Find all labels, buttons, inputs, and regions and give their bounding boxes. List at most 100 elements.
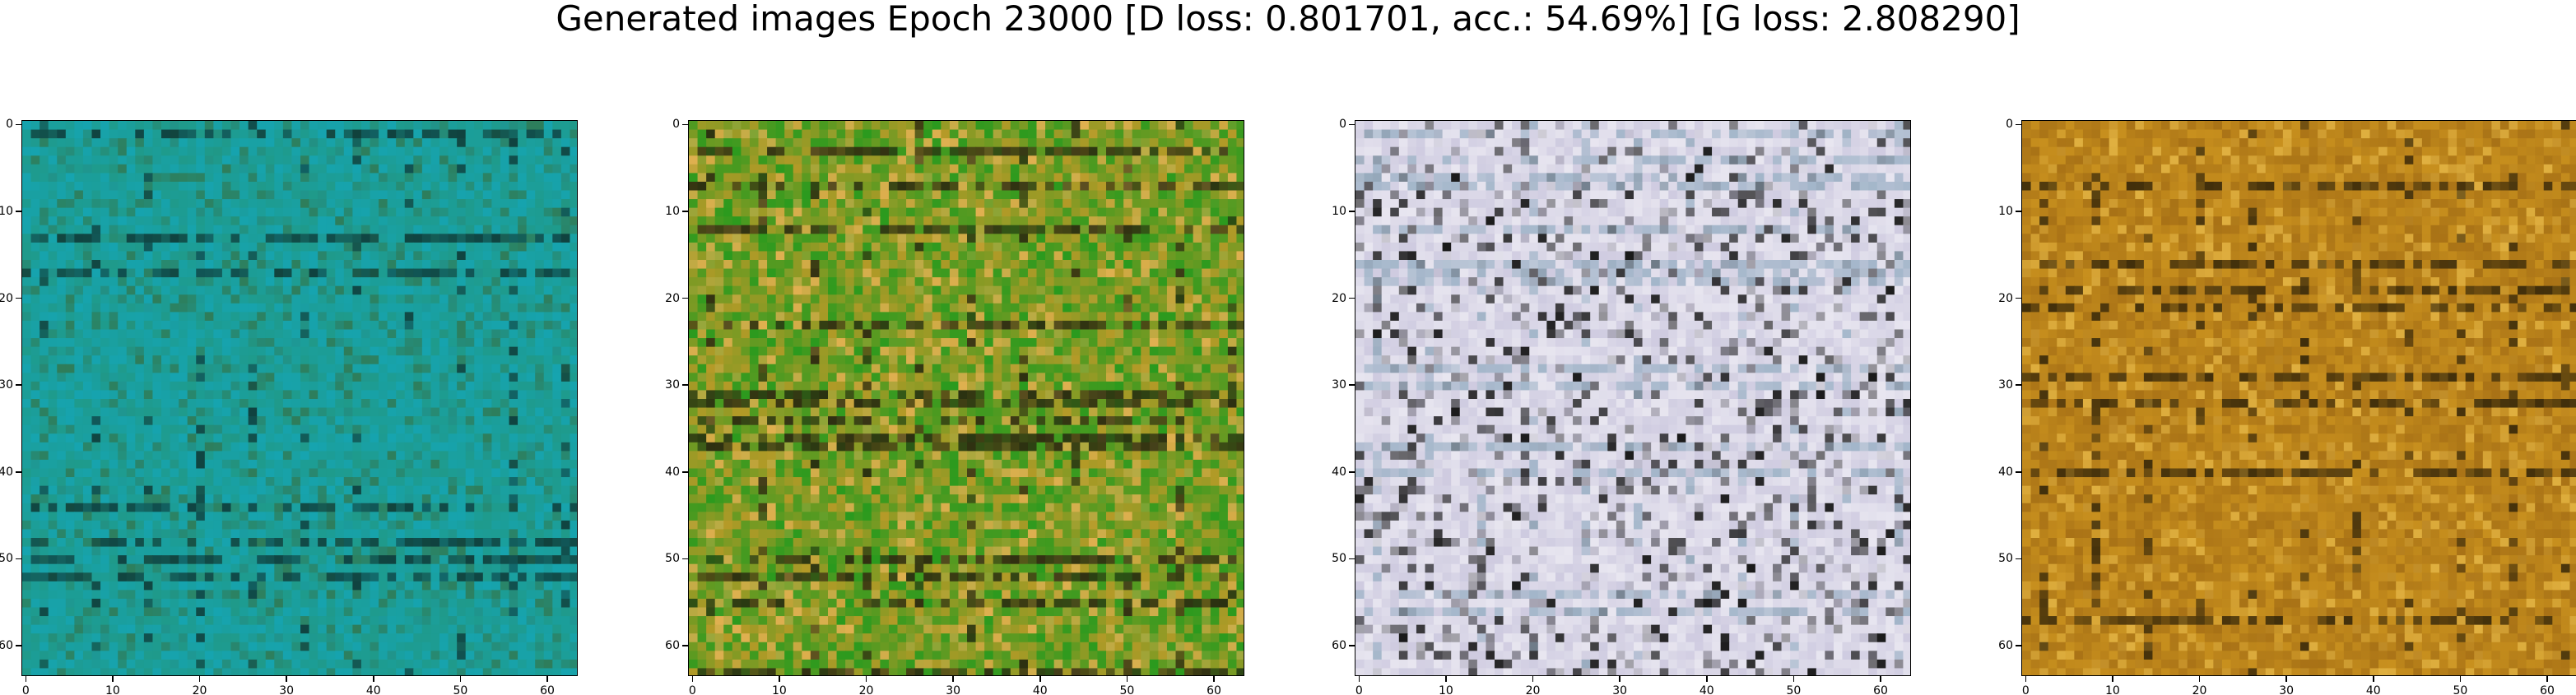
pixel-cell (57, 555, 67, 565)
pixel-cell (871, 155, 881, 165)
pixel-cell (143, 312, 154, 322)
pixel-cell (118, 381, 128, 392)
pixel-cell (526, 624, 536, 634)
pixel-cell (1097, 121, 1107, 131)
pixel-cell (697, 121, 707, 131)
pixel-cell (1088, 146, 1099, 156)
pixel-cell (65, 451, 75, 461)
pixel-cell (379, 546, 388, 556)
pixel-cell (118, 607, 128, 617)
pixel-cell (482, 303, 492, 313)
pixel-cell (1036, 173, 1046, 183)
pixel-cell (152, 494, 162, 504)
pixel-cell (161, 390, 171, 400)
pixel-cell (810, 199, 821, 209)
pixel-cell (100, 451, 110, 461)
pixel-cell (360, 373, 371, 382)
pixel-cell (318, 234, 328, 243)
pixel-cell (239, 624, 249, 634)
pixel-cell (1045, 121, 1055, 131)
pixel-cell (143, 520, 154, 531)
pixel-cell (126, 424, 136, 434)
pixel-cell (118, 468, 128, 478)
pixel-cell (421, 312, 432, 322)
pixel-cell (196, 312, 206, 322)
pixel-cell (274, 164, 284, 174)
pixel-cell (326, 338, 336, 348)
pixel-cell (221, 598, 232, 609)
pixel-cell (413, 433, 423, 443)
pixel-cell (379, 138, 388, 148)
pixel-cell (257, 268, 267, 278)
pixel-cell (170, 277, 179, 287)
pixel-cell (57, 216, 67, 226)
pixel-cell (1071, 199, 1081, 209)
pixel-cell (360, 346, 371, 356)
pixel-cell (48, 260, 58, 270)
pixel-cell (109, 312, 119, 322)
pixel-cell (430, 155, 440, 165)
pixel-cell (204, 390, 214, 400)
pixel-cell (949, 129, 960, 139)
pixel-cell (65, 546, 75, 556)
pixel-cell (784, 121, 794, 131)
pixel-cell (723, 216, 733, 226)
pixel-cell (1036, 155, 1046, 165)
pixel-cell (1088, 190, 1099, 200)
pixel-cell (570, 512, 577, 521)
pixel-cell (465, 633, 475, 643)
pixel-cell (91, 538, 101, 548)
pixel-cell (161, 146, 171, 156)
pixel-cell (300, 598, 310, 609)
pixel-cell (161, 320, 171, 331)
pixel-cell (387, 312, 397, 322)
pixel-cell (239, 642, 249, 651)
pixel-cell (518, 390, 528, 400)
pixel-cell (48, 373, 58, 382)
pixel-cell (109, 503, 119, 512)
pixel-cell (74, 242, 84, 253)
pixel-cell (853, 199, 863, 209)
pixel-cell (82, 581, 93, 591)
pixel-cell (30, 468, 40, 478)
pixel-cell (40, 129, 49, 139)
pixel-cell (248, 598, 258, 609)
pixel-cell (457, 668, 467, 675)
pixel-cell (248, 616, 258, 626)
pixel-cell (906, 121, 916, 131)
pixel-cell (126, 520, 136, 531)
pixel-cell (318, 355, 328, 365)
pixel-cell (1227, 173, 1238, 183)
pixel-cell (300, 555, 310, 565)
pixel-cell (82, 494, 93, 504)
pixel-cell (387, 503, 397, 512)
pixel-cell (40, 407, 49, 417)
pixel-cell (396, 225, 406, 234)
pixel-cell (248, 129, 258, 139)
pixel-cell (343, 373, 353, 382)
pixel-cell (300, 668, 310, 675)
pixel-cell (196, 546, 206, 556)
pixel-cell (500, 138, 510, 148)
pixel-cell (335, 581, 345, 591)
pixel-cell (282, 181, 293, 192)
pixel-cell (82, 607, 93, 617)
pixel-cell (421, 155, 432, 165)
pixel-cell (335, 607, 345, 617)
pixel-cell (906, 216, 916, 226)
pixel-cell (170, 555, 179, 565)
pixel-cell (923, 121, 933, 131)
pixel-cell (187, 390, 197, 400)
pixel-cell (213, 216, 223, 226)
pixel-cell (213, 381, 223, 392)
pixel-cell (552, 216, 562, 226)
pixel-cell (74, 164, 84, 174)
pixel-cell (143, 155, 154, 165)
pixel-cell (109, 546, 119, 556)
pixel-cell (360, 277, 371, 287)
pixel-cell (318, 268, 328, 278)
pixel-cell (265, 529, 275, 539)
pixel-cell (1019, 129, 1029, 139)
pixel-cell (143, 320, 154, 331)
pixel-cell (40, 529, 49, 539)
